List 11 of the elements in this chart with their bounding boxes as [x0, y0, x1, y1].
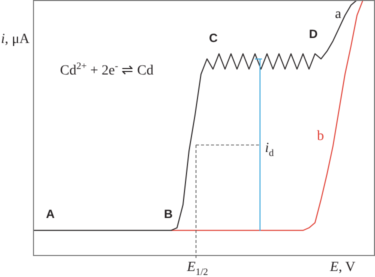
series-label: b — [317, 129, 324, 144]
annotation: i$_{d}$ — [265, 141, 274, 159]
text: E$_{1/2}$ — [187, 260, 208, 277]
x-axis-title: E, V — [330, 260, 356, 275]
series-label: a — [335, 7, 342, 22]
annotation: Cd$^{2+}$ + 2e$^{-}$ ⇌ Cd — [60, 61, 154, 79]
annotation: A — [46, 207, 55, 221]
annotation: C — [209, 31, 218, 45]
annotation: B — [164, 207, 173, 221]
annotation: D — [309, 27, 318, 41]
y-axis-title: i, μA — [1, 32, 30, 47]
